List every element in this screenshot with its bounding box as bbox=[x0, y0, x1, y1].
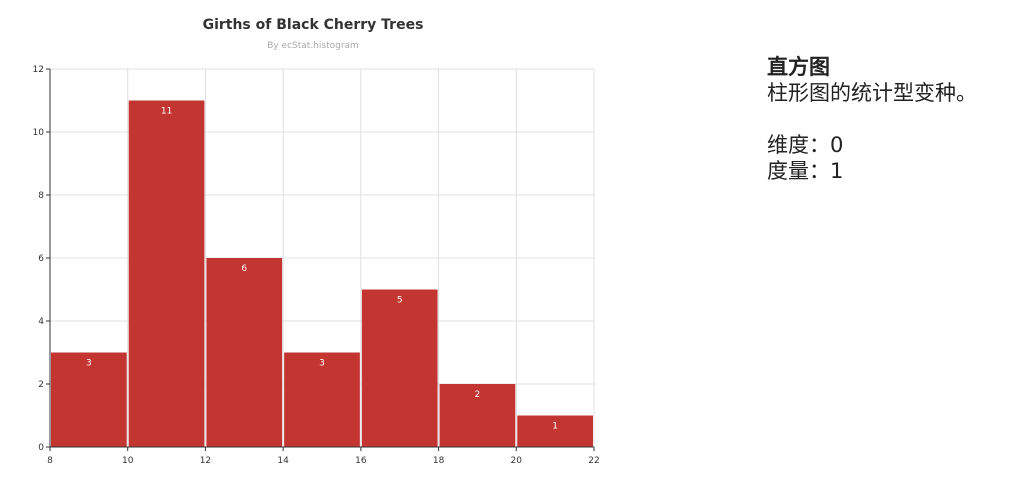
y-tick-label: 0 bbox=[38, 443, 44, 453]
chart-subtitle: By ecStat.histogram bbox=[267, 41, 359, 51]
y-tick-label: 6 bbox=[38, 254, 44, 264]
histogram-bar bbox=[206, 258, 283, 447]
y-tick-label: 2 bbox=[38, 380, 44, 390]
x-tick-label: 16 bbox=[355, 456, 367, 466]
y-tick-label: 8 bbox=[38, 191, 44, 201]
histogram-bar bbox=[439, 384, 516, 447]
histogram-bar bbox=[51, 352, 127, 447]
histogram-bar bbox=[361, 289, 438, 447]
panel-measure: 度量：1 bbox=[767, 159, 844, 183]
chart-title: Girths of Black Cherry Trees bbox=[203, 17, 424, 33]
bar-value-label: 1 bbox=[552, 422, 558, 432]
bar-labels: 3 11 6 3 5 2 1 bbox=[86, 107, 558, 432]
bar-value-label: 3 bbox=[86, 359, 92, 369]
x-tick-label: 8 bbox=[47, 456, 53, 466]
panel-dimension: 维度：0 bbox=[767, 133, 844, 157]
x-tick-label: 22 bbox=[588, 456, 599, 466]
bar-value-label: 5 bbox=[397, 296, 403, 306]
panel-heading: 直方图 bbox=[767, 55, 830, 79]
bars bbox=[51, 100, 593, 447]
histogram-bar bbox=[517, 415, 593, 447]
y-tick-label: 12 bbox=[33, 65, 44, 75]
x-tick-label: 14 bbox=[277, 456, 289, 466]
x-tick-label: 10 bbox=[122, 456, 134, 466]
bar-value-label: 11 bbox=[161, 107, 172, 117]
bar-value-label: 3 bbox=[319, 359, 325, 369]
x-tick-label: 18 bbox=[433, 456, 445, 466]
x-tick-label: 20 bbox=[511, 456, 523, 466]
bar-value-label: 6 bbox=[241, 264, 247, 274]
x-tick-label: 12 bbox=[200, 456, 211, 466]
y-tick-label: 10 bbox=[33, 128, 45, 138]
bar-value-label: 2 bbox=[475, 390, 481, 400]
panel-spacer bbox=[767, 106, 977, 132]
histogram-bar bbox=[284, 352, 360, 447]
y-tick-label: 4 bbox=[38, 317, 44, 327]
info-panel: 直方图 柱形图的统计型变种。 维度：0 度量：1 bbox=[767, 54, 977, 184]
panel-description: 柱形图的统计型变种。 bbox=[767, 81, 977, 105]
histogram-bar bbox=[128, 100, 205, 447]
